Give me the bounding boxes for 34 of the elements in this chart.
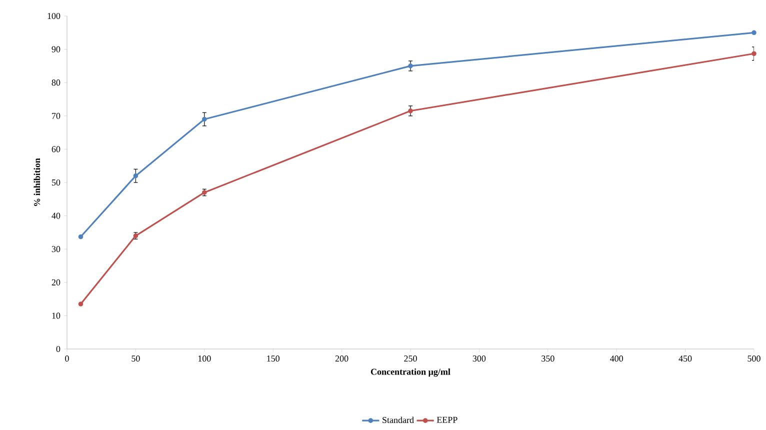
y-axis-title: % inhibition	[34, 158, 40, 206]
y-tick-label: 10	[52, 312, 60, 319]
x-tick-label: 150	[267, 356, 280, 362]
x-tick-label: 0	[65, 356, 69, 362]
y-tick-label: 60	[52, 146, 60, 152]
y-tick-label: 100	[48, 12, 60, 20]
x-tick-label: 250	[404, 356, 417, 362]
x-tick-label: 500	[748, 356, 760, 362]
y-tick-label: 70	[52, 112, 60, 119]
point	[408, 108, 413, 114]
y-tick-label: 30	[52, 246, 60, 252]
point	[202, 116, 207, 122]
point	[133, 173, 138, 178]
point	[78, 234, 84, 240]
x-tick-label: 400	[610, 356, 624, 362]
legend-label: EEPP	[436, 416, 458, 423]
y-tick-label: 90	[52, 46, 60, 52]
point	[752, 51, 756, 56]
x-tick-label: 300	[472, 356, 486, 362]
legend-label: Standard	[382, 416, 414, 424]
x-axis-title: Concentration µg/ml	[370, 368, 450, 377]
x-tick-label: 50	[132, 356, 140, 362]
x-tick-label: 450	[678, 356, 692, 362]
y-tick-label: 0	[56, 346, 60, 352]
point	[78, 302, 84, 306]
y-tick-label: 40	[52, 212, 60, 219]
point	[752, 30, 756, 36]
x-tick-label: 100	[198, 356, 211, 362]
x-tick-label: 200	[335, 356, 348, 362]
y-tick-label: 50	[52, 179, 60, 186]
y-tick-label: 80	[52, 80, 60, 86]
x-tick-label: 350	[542, 356, 554, 362]
y-tick-label: 20	[52, 279, 60, 286]
point	[408, 64, 413, 68]
